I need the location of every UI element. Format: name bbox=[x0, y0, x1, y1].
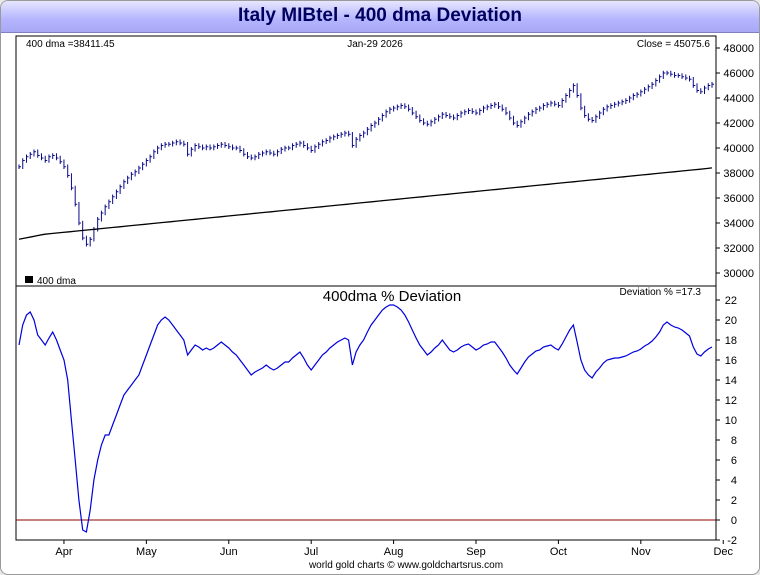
dev-ytick-label: 6 bbox=[731, 455, 737, 467]
price-ytick-label: 30000 bbox=[723, 268, 754, 280]
price-panel bbox=[15, 35, 717, 287]
price-ytick-label: 38000 bbox=[723, 168, 754, 180]
dev-ytick-label: 20 bbox=[725, 315, 737, 327]
x-month-label: Oct bbox=[550, 546, 567, 558]
dev-ytick-label: 22 bbox=[725, 295, 737, 307]
price-ytick-label: 48000 bbox=[723, 43, 754, 55]
dev-ytick-label: 4 bbox=[731, 475, 737, 487]
x-month-label: Nov bbox=[631, 546, 651, 558]
dev-ytick-label: 16 bbox=[725, 355, 737, 367]
deviation-title: 400dma % Deviation bbox=[323, 288, 461, 305]
dev-ytick-label: 14 bbox=[725, 375, 737, 387]
deviation-value-label: Deviation % =17.3 bbox=[620, 287, 702, 298]
dev-ytick-label: 2 bbox=[731, 495, 737, 507]
legend-label: 400 dma bbox=[37, 276, 76, 287]
deviation-line bbox=[18, 304, 713, 533]
price-ytick-label: 34000 bbox=[723, 218, 754, 230]
chart-title: Italy MIBtel - 400 dma Deviation bbox=[237, 5, 523, 26]
dev-ytick-label: 10 bbox=[725, 415, 737, 427]
date-label: Jan-29 2026 bbox=[347, 39, 403, 50]
dev-ytick-label: 0 bbox=[731, 515, 737, 527]
x-month-label: May bbox=[136, 546, 157, 558]
title-bar: Italy MIBtel - 400 dma Deviation bbox=[1, 1, 759, 33]
price-ytick-label: 46000 bbox=[723, 68, 754, 80]
footer-credit: world gold charts © www.goldchartsrus.co… bbox=[308, 560, 503, 571]
x-month-label: Apr bbox=[55, 546, 72, 558]
x-month-label: Jun bbox=[220, 546, 238, 558]
x-month-label: Sep bbox=[466, 546, 486, 558]
deviation-panel bbox=[15, 285, 717, 541]
price-ytick-label: 44000 bbox=[723, 93, 754, 105]
x-month-label: Aug bbox=[384, 546, 404, 558]
dev-ytick-label: 12 bbox=[725, 395, 737, 407]
legend-swatch bbox=[25, 276, 33, 283]
close-label: Close = 45075.6 bbox=[637, 39, 711, 50]
price-ytick-label: 36000 bbox=[723, 193, 754, 205]
price-ytick-label: 32000 bbox=[723, 243, 754, 255]
dev-ytick-label: 8 bbox=[731, 435, 737, 447]
dev-ytick-label: 18 bbox=[725, 335, 737, 347]
dma-line bbox=[18, 167, 713, 240]
price-ytick-label: 42000 bbox=[723, 118, 754, 130]
x-month-label: Dec bbox=[713, 546, 733, 558]
x-month-label: Jul bbox=[304, 546, 318, 558]
price-ytick-label: 40000 bbox=[723, 143, 754, 155]
dev-ytick-label: -2 bbox=[727, 535, 737, 547]
dma-value-label: 400 dma =38411.45 bbox=[26, 39, 115, 50]
